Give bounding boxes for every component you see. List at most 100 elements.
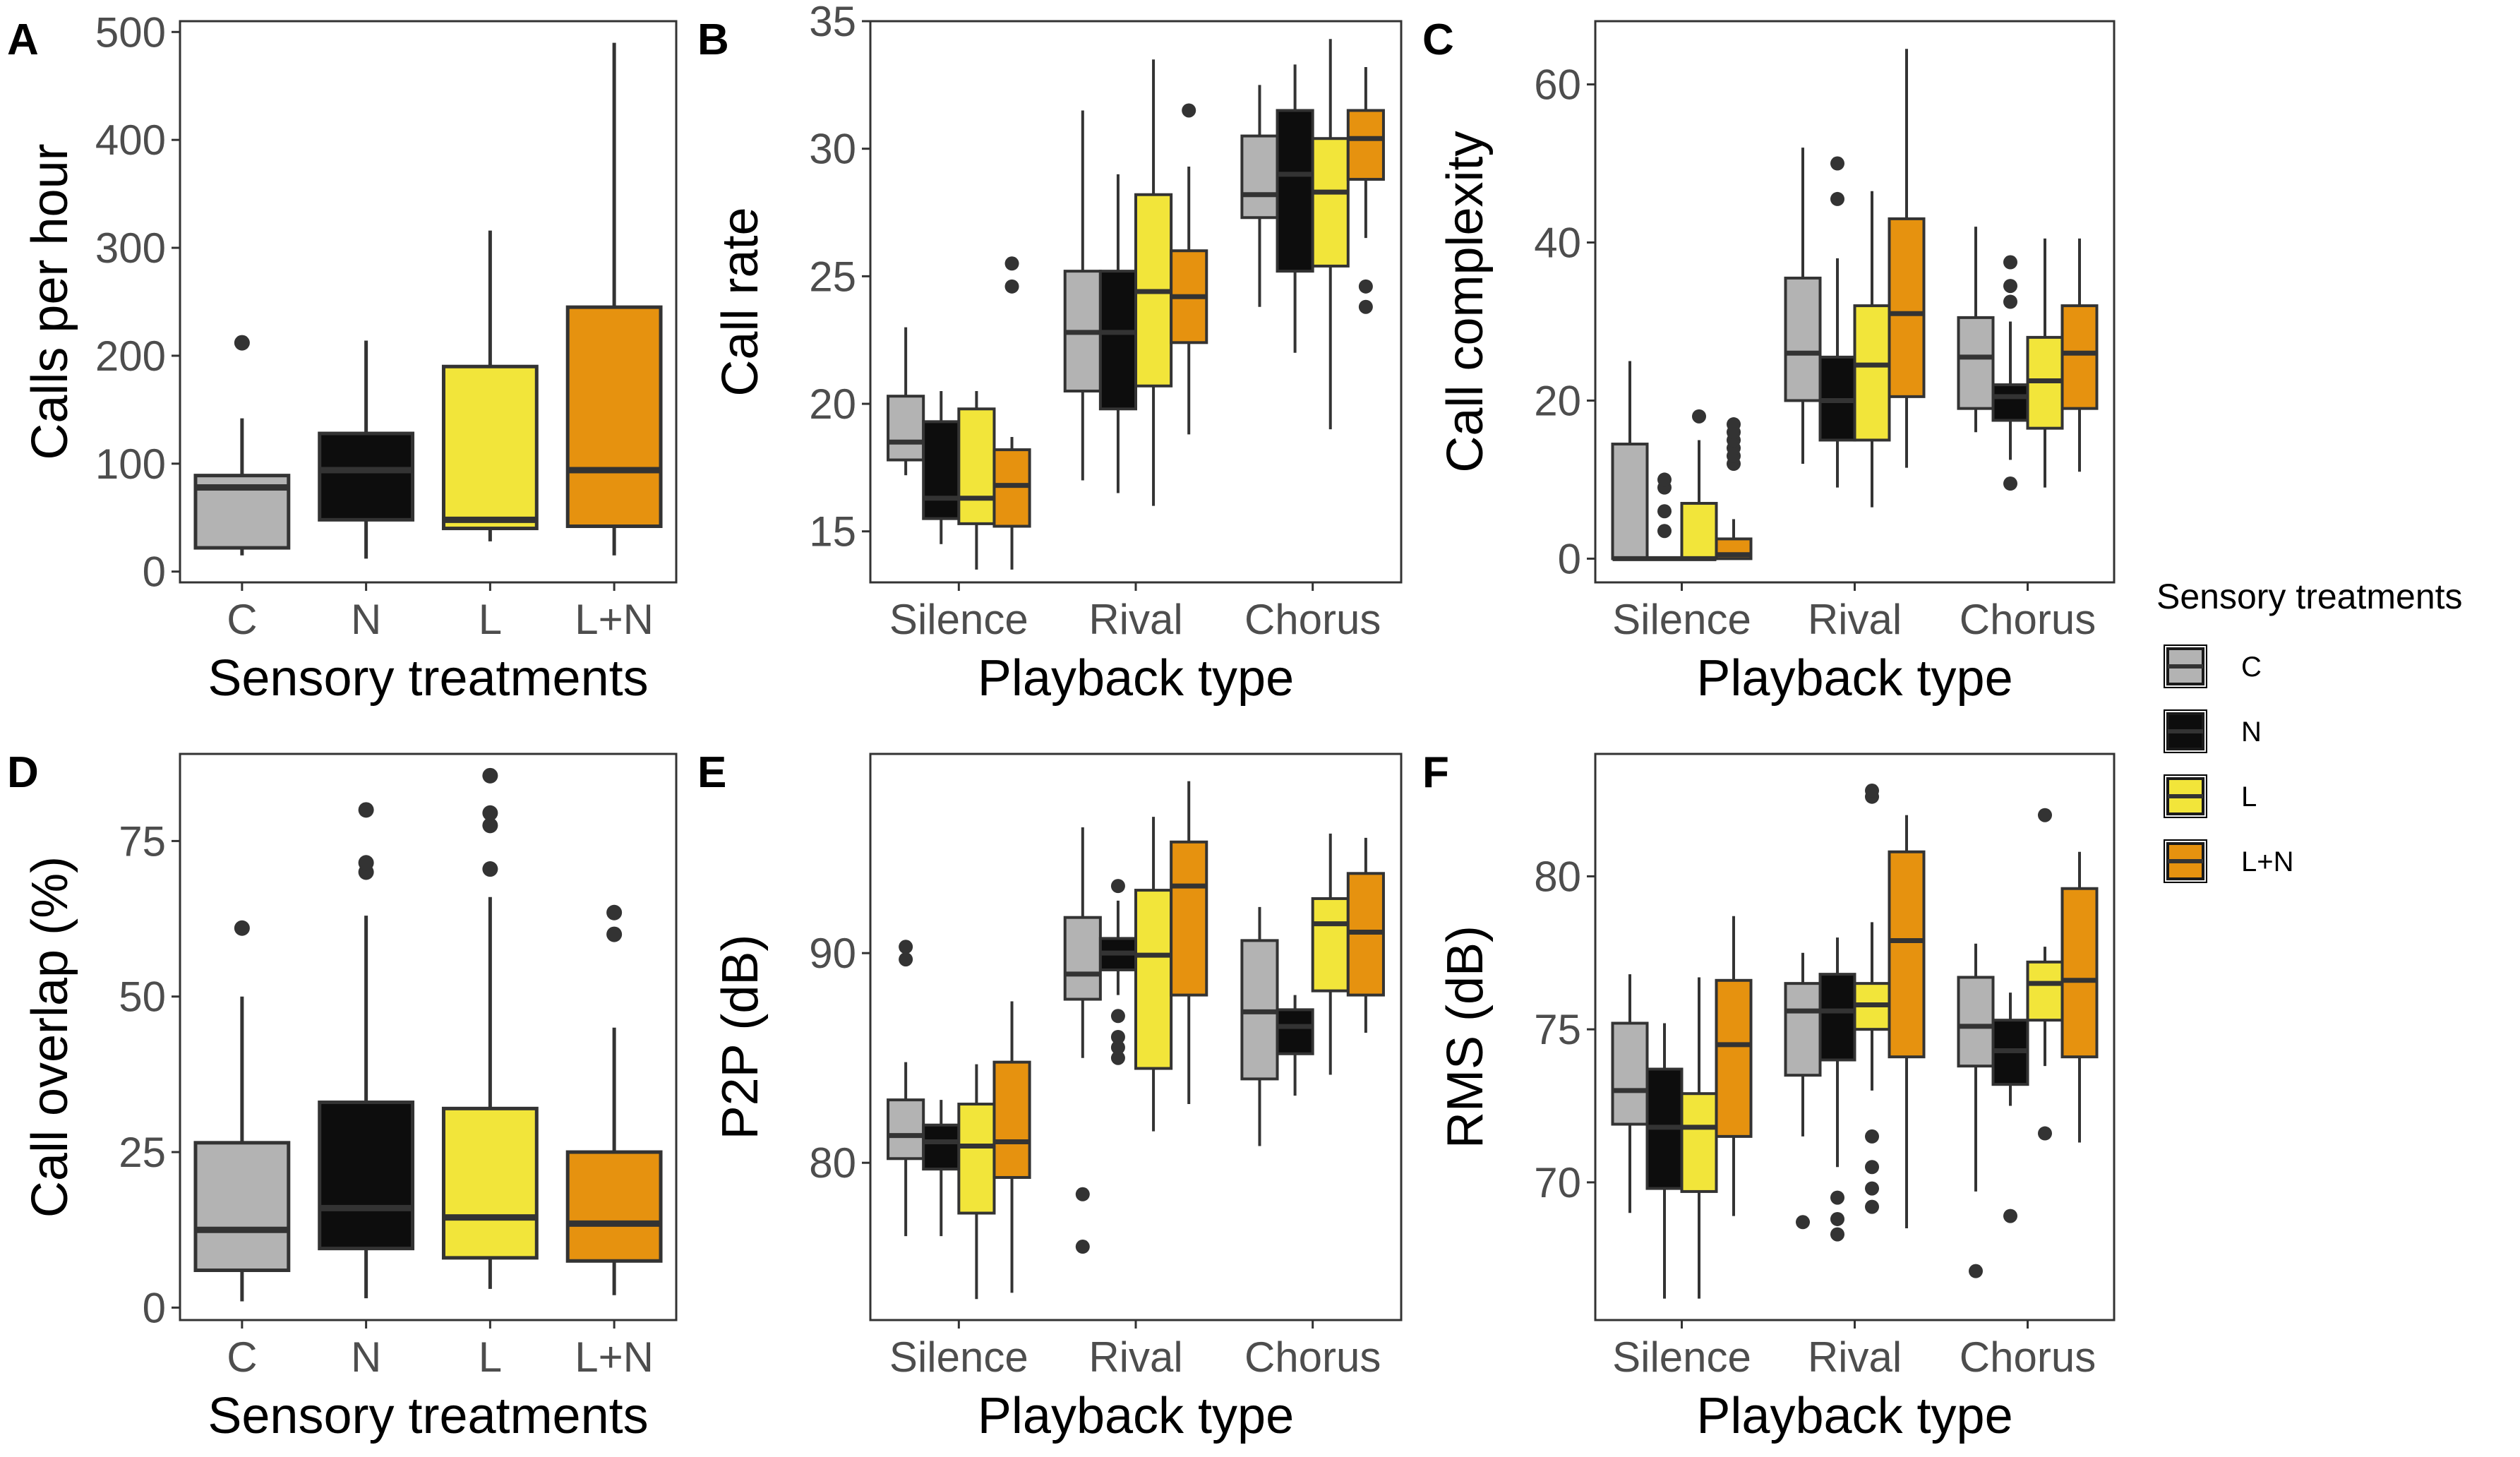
box-rival-c xyxy=(1784,952,1822,1230)
y-axis-title: Calls per hour xyxy=(22,143,78,460)
box-rival-c xyxy=(1063,110,1102,481)
box-chorus-l xyxy=(2026,238,2064,488)
y-tick-label: 0 xyxy=(143,548,166,596)
y-tick-label: 20 xyxy=(809,380,856,428)
outlier-point xyxy=(1358,279,1373,294)
box-chorus-c xyxy=(1240,906,1279,1146)
box-chorus-lplusn xyxy=(1346,837,1385,1033)
outlier-point xyxy=(1830,1211,1844,1226)
box-body xyxy=(957,1103,996,1215)
box-silence-lplusn xyxy=(1715,417,1753,560)
panel-b: B 15 20 25 30 35 Silence Rival Chorus Playback ty… xyxy=(697,0,1403,707)
outlier-point xyxy=(1075,1240,1090,1254)
outlier-point xyxy=(1110,1030,1125,1044)
y-tick-label: 400 xyxy=(95,116,166,164)
box-body xyxy=(1853,304,1891,442)
x-axis-title: Sensory treatments xyxy=(208,1388,648,1444)
box-rival-l xyxy=(1853,191,1891,508)
outlier-point xyxy=(234,335,250,351)
box-rival-n xyxy=(1098,174,1138,493)
outlier-point xyxy=(1830,1227,1844,1242)
panel-c: C 0 20 40 60 Silence Rival Chorus Playback type C… xyxy=(1422,16,2116,707)
box-silence-l xyxy=(957,1064,996,1300)
outlier-point xyxy=(1657,472,1672,487)
box-silence-lplusn xyxy=(992,1001,1031,1293)
box-body xyxy=(441,1106,539,1260)
box-rival-n xyxy=(1098,879,1138,1065)
plot-frame xyxy=(179,753,678,1321)
x-tick-label: Rival xyxy=(1088,1333,1182,1381)
box-chorus-lplusn xyxy=(2060,851,2099,1143)
x-tick-label: Silence xyxy=(889,596,1028,643)
box-silence-c xyxy=(1611,361,1649,561)
y-axis-title: P2P (dB) xyxy=(712,935,769,1140)
outlier-point xyxy=(2003,476,2017,491)
panel-label-e: E xyxy=(697,748,726,797)
panel-label-a: A xyxy=(7,16,39,64)
legend-title: Sensory treatments xyxy=(2156,577,2463,616)
legend-item: N xyxy=(2164,709,2262,753)
box-body xyxy=(887,395,925,462)
x-tick-label: C xyxy=(227,1333,257,1381)
box-chorus-lplusn xyxy=(1346,67,1385,314)
legend-label-c: C xyxy=(2241,652,2262,683)
box-l-l xyxy=(441,767,539,1289)
box-body xyxy=(1063,916,1102,1001)
box-body xyxy=(2060,887,2099,1059)
outlier-point xyxy=(899,952,913,967)
box-body xyxy=(1311,137,1350,268)
box-chorus-n xyxy=(1276,64,1314,353)
box-body xyxy=(922,420,961,520)
box-chorus-c xyxy=(1240,85,1279,307)
x-tick-label: N xyxy=(351,1333,381,1381)
box-lplusn-lplusn xyxy=(565,904,663,1295)
y-tick-label: 25 xyxy=(119,1129,166,1176)
y-tick-label: 80 xyxy=(1534,853,1581,900)
outlier-point xyxy=(1075,1187,1090,1201)
box-chorus-l xyxy=(2026,808,2064,1141)
box-body xyxy=(1957,976,1995,1068)
box-body xyxy=(887,1098,925,1161)
box-body xyxy=(193,1141,291,1272)
x-tick-label: Rival xyxy=(1808,596,1902,643)
box-rival-lplusn xyxy=(1888,815,1926,1228)
box-body xyxy=(441,364,539,531)
y-tick-label: 100 xyxy=(95,440,166,488)
x-tick-label: Chorus xyxy=(1244,1333,1381,1381)
box-chorus-lplusn xyxy=(2060,238,2099,472)
box-silence-n xyxy=(1645,1023,1684,1299)
box-rival-l xyxy=(1853,784,1891,1214)
outlier-point xyxy=(1830,1190,1844,1205)
outlier-point xyxy=(358,855,374,871)
outlier-point xyxy=(2003,255,2017,270)
y-tick-label: 70 xyxy=(1534,1159,1581,1206)
y-tick-label: 35 xyxy=(809,0,856,45)
y-tick-label: 75 xyxy=(119,817,166,865)
box-rival-lplusn xyxy=(1170,103,1208,435)
y-tick-label: 80 xyxy=(809,1139,856,1187)
x-tick-label: Chorus xyxy=(1244,596,1381,643)
box-silence-l xyxy=(1680,977,1718,1299)
panel-d: D 0 25 50 75 C N L L+N Sensory treatments Call ove… xyxy=(7,748,678,1444)
box-rival-lplusn xyxy=(1888,49,1926,468)
x-tick-label: Rival xyxy=(1808,1333,1902,1381)
box-lplusn-lplusn xyxy=(565,42,663,556)
x-tick-label: L+N xyxy=(575,1333,654,1381)
x-tick-label: Chorus xyxy=(1960,596,2096,643)
outlier-point xyxy=(1727,417,1741,432)
x-axis-title: Playback type xyxy=(1696,1388,2012,1444)
y-tick-label: 0 xyxy=(143,1284,166,1331)
box-rival-n xyxy=(1818,156,1856,488)
box-chorus-n xyxy=(1991,993,2029,1223)
box-silence-lplusn xyxy=(1715,916,1753,1216)
outlier-point xyxy=(1865,784,1879,798)
box-body xyxy=(1991,383,2029,422)
box-chorus-l xyxy=(1311,39,1350,430)
outlier-point xyxy=(1004,256,1019,271)
x-axis-title: Playback type xyxy=(978,650,1294,707)
box-body xyxy=(1784,276,1822,402)
box-c-c xyxy=(193,335,291,556)
outlier-point xyxy=(2003,279,2017,294)
outlier-point xyxy=(1830,156,1844,171)
